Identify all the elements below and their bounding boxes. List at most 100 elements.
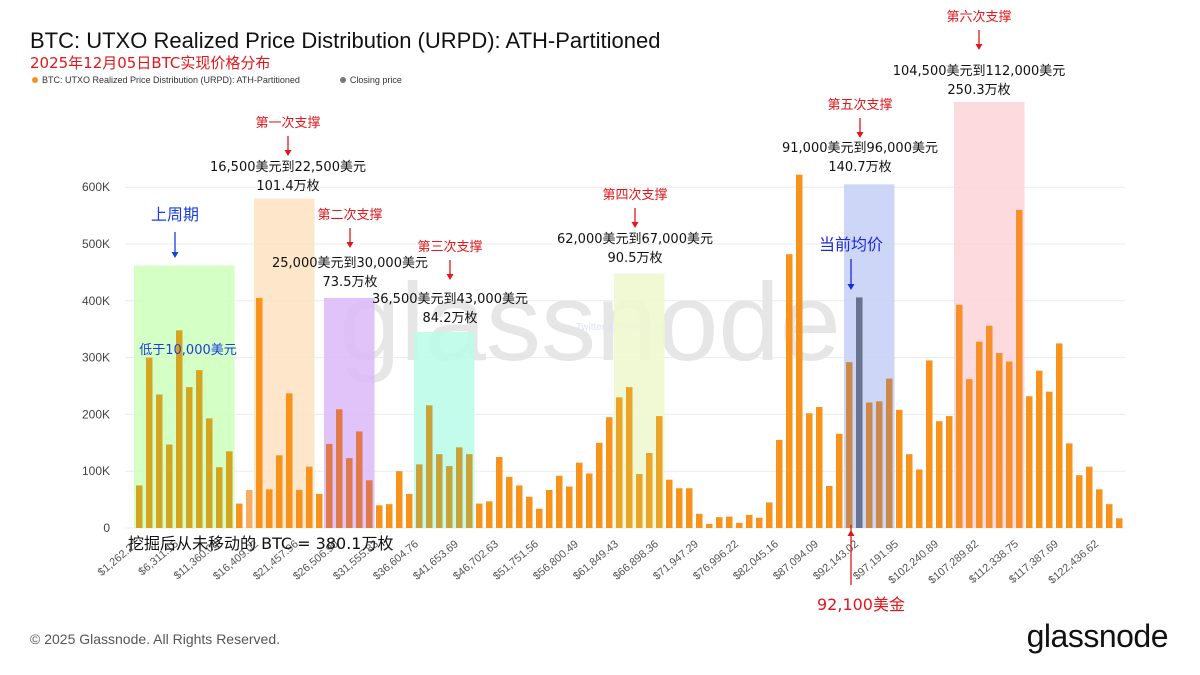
bar [696, 513, 703, 528]
unmoved-btc-label: 挖掘后从未移动的 BTC = 380.1万枚 [128, 534, 393, 553]
bar [666, 479, 673, 528]
bar [636, 474, 643, 528]
legend-label: BTC: UTXO Realized Price Distribution (U… [42, 75, 300, 85]
y-tick-label: 0 [103, 521, 110, 535]
support-amount: 90.5万枚 [608, 251, 663, 266]
bar [506, 476, 513, 528]
support-amount: 250.3万枚 [947, 83, 1010, 98]
legend-item-urpd[interactable]: BTC: UTXO Realized Price Distribution (U… [32, 75, 300, 85]
bar [166, 444, 173, 528]
bar [1016, 209, 1023, 529]
bar [1086, 466, 1093, 528]
legend-item-closing-price[interactable]: Closing price [339, 75, 402, 85]
bar [786, 254, 793, 528]
bar [316, 493, 323, 528]
bar [996, 353, 1003, 528]
arrowhead-icon [284, 150, 292, 156]
bar [1026, 396, 1033, 528]
bar [756, 517, 763, 528]
legend-dot-icon [32, 77, 38, 83]
support-range: 104,500美元到112,000美元 [893, 64, 1066, 79]
bar [896, 409, 903, 528]
bar [736, 522, 743, 528]
bar [286, 393, 293, 528]
arrowhead-icon [847, 530, 855, 536]
bar [936, 421, 943, 528]
bar [426, 405, 433, 528]
bar [476, 503, 483, 528]
bar [806, 413, 813, 528]
bar [846, 362, 853, 528]
bar [906, 454, 913, 528]
bar [866, 402, 873, 528]
bar [956, 304, 963, 528]
bar [706, 524, 713, 528]
bar [966, 379, 973, 528]
support-range: 36,500美元到43,000美元 [372, 292, 528, 307]
closing-price-label: 92,100美金 [817, 595, 905, 614]
bar [1066, 443, 1073, 528]
copyright: © 2025 Glassnode. All Rights Reserved. [30, 631, 281, 647]
bar [536, 508, 543, 528]
bar [366, 480, 373, 528]
arrowhead-icon [631, 222, 639, 228]
bar [486, 501, 493, 528]
bar [726, 516, 733, 528]
bar [1006, 361, 1013, 528]
bar [446, 466, 453, 528]
current-avg-label: 当前均价 [819, 235, 883, 254]
support-amount: 84.2万枚 [423, 311, 478, 326]
arrowhead-icon [171, 252, 179, 258]
support-range: 91,000美元到96,000美元 [782, 141, 938, 156]
range-note: 低于10,000美元 [139, 343, 237, 358]
bar [676, 488, 683, 528]
bar [206, 418, 213, 528]
bar [1046, 391, 1053, 528]
bar [976, 341, 983, 528]
y-tick-label: 500K [82, 237, 110, 251]
support-label: 第四次支撑 [602, 187, 667, 203]
bar [276, 455, 283, 528]
bar [916, 469, 923, 528]
bar [406, 493, 413, 528]
bar [456, 447, 463, 528]
range-label: 上周期 [151, 205, 199, 224]
bar [256, 297, 263, 528]
bar [656, 416, 663, 528]
y-tick-label: 300K [82, 351, 110, 365]
bar [176, 330, 183, 528]
bar [526, 496, 533, 528]
legend: BTC: UTXO Realized Price Distribution (U… [32, 75, 402, 85]
highlight-range [254, 198, 315, 528]
bar [1036, 370, 1043, 528]
chart-title: BTC: UTXO Realized Price Distribution (U… [30, 28, 661, 53]
highlight-range [414, 332, 475, 528]
bar [566, 486, 573, 528]
bar [826, 485, 833, 528]
bar [196, 370, 203, 528]
bar [226, 451, 233, 528]
legend-label: Closing price [349, 75, 402, 85]
bar [186, 387, 193, 528]
bar [856, 297, 863, 528]
arrowhead-icon [856, 132, 864, 138]
bar [296, 489, 303, 528]
bar [716, 517, 723, 528]
support-range: 25,000美元到30,000美元 [272, 256, 428, 271]
bar [686, 488, 693, 528]
bar [156, 394, 163, 528]
glassnode-logo[interactable]: glassnode [1026, 618, 1169, 654]
arrowhead-icon [446, 274, 454, 280]
bar [596, 442, 603, 528]
bar [1096, 489, 1103, 528]
bar [796, 174, 803, 529]
bar [586, 473, 593, 528]
bar [876, 401, 883, 528]
bar [986, 325, 993, 528]
support-label: 第二次支撑 [317, 207, 382, 223]
support-label: 第六次支撑 [946, 9, 1011, 25]
bar [246, 489, 253, 528]
bar [136, 485, 143, 528]
bar [1116, 518, 1123, 528]
y-tick-label: 100K [82, 464, 110, 478]
